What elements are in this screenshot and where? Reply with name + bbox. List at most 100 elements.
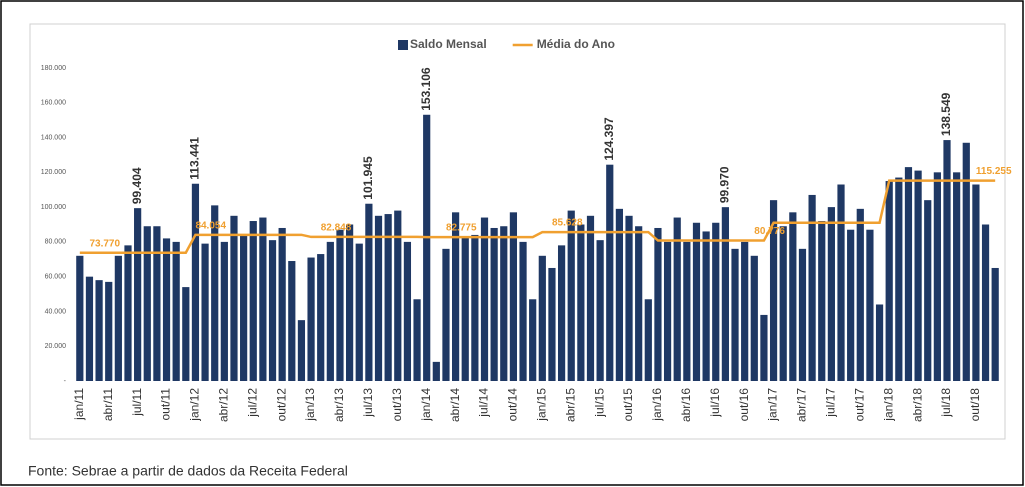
bar — [827, 207, 835, 381]
bar — [943, 140, 951, 381]
bar — [85, 276, 94, 381]
bar — [230, 215, 238, 381]
data-label: 113.441 — [188, 137, 202, 180]
bar — [741, 241, 749, 381]
bar — [673, 217, 681, 381]
bar — [307, 257, 315, 381]
x-tick-label: jan/11 — [72, 388, 86, 421]
bar — [519, 241, 527, 381]
x-tick-label: jan/15 — [534, 388, 548, 422]
bar — [384, 214, 392, 381]
bar — [346, 224, 354, 381]
bar — [548, 267, 556, 381]
x-tick-label: out/13 — [390, 388, 404, 422]
x-tick-label: abr/13 — [332, 388, 346, 422]
data-label: 99.404 — [130, 167, 144, 204]
bar — [105, 281, 113, 381]
bar — [557, 245, 566, 381]
average-line — [79, 179, 996, 254]
bar — [461, 236, 469, 381]
bar — [577, 224, 585, 381]
bar — [326, 241, 334, 381]
bar — [702, 231, 710, 381]
x-tick-label: out/12 — [274, 388, 288, 422]
bar — [182, 287, 190, 381]
bar — [500, 226, 508, 381]
bar — [143, 226, 151, 381]
x-tick-label: abr/14 — [448, 388, 462, 422]
line-label: 73.770 — [89, 238, 120, 249]
x-tick-label: jul/17 — [824, 388, 838, 418]
x-tick-label: jan/17 — [766, 388, 780, 422]
bar — [866, 229, 874, 381]
bar — [336, 229, 344, 381]
bar — [924, 200, 932, 381]
bar — [654, 227, 662, 381]
bar — [374, 215, 383, 381]
bar — [895, 177, 903, 381]
bar — [683, 241, 691, 381]
x-tick-label: jul/15 — [592, 388, 606, 418]
bar — [904, 167, 913, 381]
y-tick-label: 100.000 — [41, 204, 66, 211]
bar — [297, 320, 306, 381]
bar — [721, 207, 729, 381]
x-tick-label: out/11 — [159, 388, 173, 421]
bar — [114, 255, 122, 381]
bar — [509, 212, 518, 381]
bar — [220, 241, 228, 381]
bar — [596, 240, 604, 381]
bar — [480, 217, 489, 381]
x-tick-label: jul/13 — [361, 388, 375, 418]
bar — [451, 212, 460, 381]
x-tick-label: jul/11 — [130, 388, 144, 417]
x-tick-label: jan/16 — [650, 388, 664, 422]
x-tick-label: out/15 — [621, 388, 635, 422]
bar — [875, 304, 884, 381]
y-tick-label: 20.000 — [45, 343, 67, 350]
bar — [76, 255, 84, 381]
bar — [278, 227, 286, 381]
bar — [162, 238, 171, 381]
bar — [847, 229, 855, 381]
bar — [991, 267, 999, 381]
bar — [471, 234, 479, 381]
x-tick-label: jan/12 — [188, 388, 202, 422]
y-tick-label: 120.000 — [41, 169, 66, 176]
bar — [394, 210, 402, 381]
bar — [191, 183, 200, 381]
x-tick-label: abr/11 — [101, 388, 115, 421]
x-tick-label: jul/14 — [477, 388, 491, 418]
data-label: 101.945 — [361, 156, 375, 200]
bar — [586, 215, 595, 381]
bar — [818, 221, 826, 381]
x-tick-label: jan/18 — [881, 388, 895, 422]
legend-swatch — [398, 40, 408, 50]
bar — [259, 217, 267, 381]
bar — [837, 184, 845, 381]
bar — [365, 203, 373, 381]
bar — [268, 240, 277, 381]
bar — [606, 164, 614, 381]
x-tick-label: abr/16 — [679, 388, 693, 422]
bar — [153, 226, 161, 381]
bar — [789, 212, 797, 381]
bar — [644, 299, 652, 381]
bar — [808, 194, 816, 381]
bar — [663, 241, 672, 381]
bar — [432, 361, 440, 381]
y-tick-label: 140.000 — [41, 134, 66, 141]
y-tick-label: 40.000 — [45, 308, 67, 315]
bar — [779, 226, 787, 381]
legend-label: Média do Ano — [537, 37, 615, 51]
bar — [635, 226, 643, 381]
data-label: 124.397 — [602, 117, 616, 161]
x-tick-label: abr/18 — [910, 388, 924, 422]
bar — [750, 255, 758, 381]
bar — [567, 210, 575, 381]
y-tick-label: - — [64, 378, 67, 385]
x-tick-label: out/18 — [968, 388, 982, 422]
x-tick-label: jan/14 — [419, 388, 433, 422]
bar — [981, 224, 990, 381]
